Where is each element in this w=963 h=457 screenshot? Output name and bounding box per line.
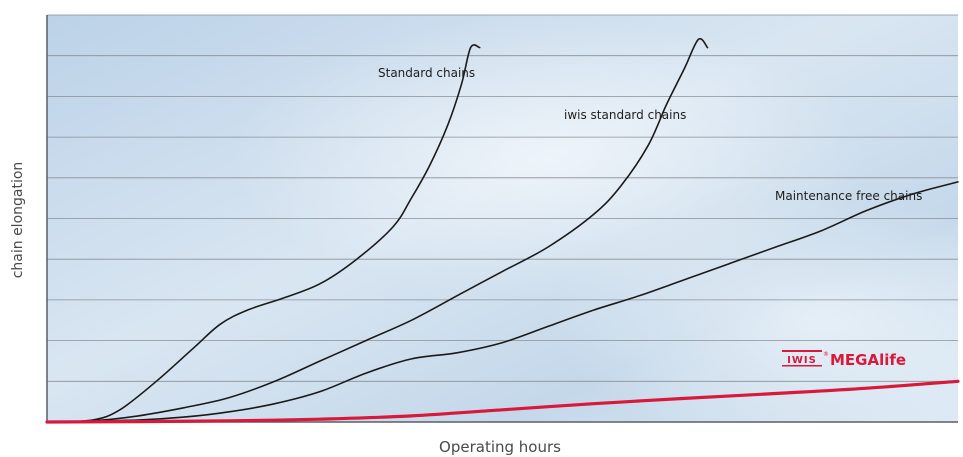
series-line-standard-chains	[46, 44, 481, 423]
series-labels: Standard chains iwis standard chains Maint…	[378, 66, 922, 203]
registered-mark: ®	[823, 351, 829, 358]
series-line-maintenance-free-chains	[46, 181, 959, 423]
gridlines	[47, 14, 958, 382]
megalife-label: MEGAlife	[830, 351, 906, 369]
y-axis-label: chain elongation	[10, 162, 26, 279]
series-line-iwis-standard-chains	[46, 37, 709, 423]
series-label-maintenance-free-chains: Maintenance free chains	[775, 189, 922, 203]
plot-area: Standard chains iwis standard chains Maint…	[45, 14, 960, 424]
series-label-standard-chains: Standard chains	[378, 66, 475, 80]
series-label-iwis-standard-chains: iwis standard chains	[564, 108, 686, 122]
iwis-logo-icon: IWIS ®	[782, 350, 829, 367]
series-line-megalife	[45, 379, 960, 424]
x-axis-label: Operating hours	[439, 438, 561, 456]
megalife-legend: IWIS ® MEGAlife	[782, 350, 906, 369]
series-layer	[45, 37, 960, 424]
iwis-logo-text: IWIS	[787, 355, 817, 366]
